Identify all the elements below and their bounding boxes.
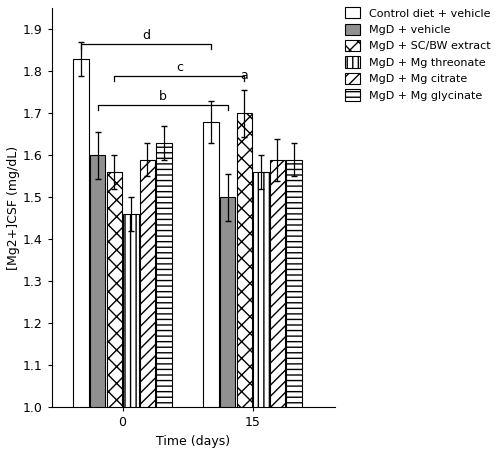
Bar [253,172,268,408]
Bar [236,113,252,408]
Legend: Control diet + vehicle, MgD + vehicle, MgD + SC/BW extract, MgD + Mg threonate, : Control diet + vehicle, MgD + vehicle, M… [344,6,492,102]
Bar [90,156,106,408]
Y-axis label: [Mg2+]CSF (mg/dL): [Mg2+]CSF (mg/dL) [7,146,20,270]
Text: d: d [142,29,150,42]
Bar [220,197,236,408]
Bar [74,59,88,408]
Text: b: b [158,90,166,103]
Bar [106,172,122,408]
Bar [286,160,302,408]
Text: a: a [240,69,248,82]
Bar [204,122,219,408]
X-axis label: Time (days): Time (days) [156,435,230,448]
Bar [140,160,155,408]
Bar [270,160,285,408]
Text: c: c [176,61,183,74]
Bar [123,214,138,408]
Bar [156,143,172,408]
